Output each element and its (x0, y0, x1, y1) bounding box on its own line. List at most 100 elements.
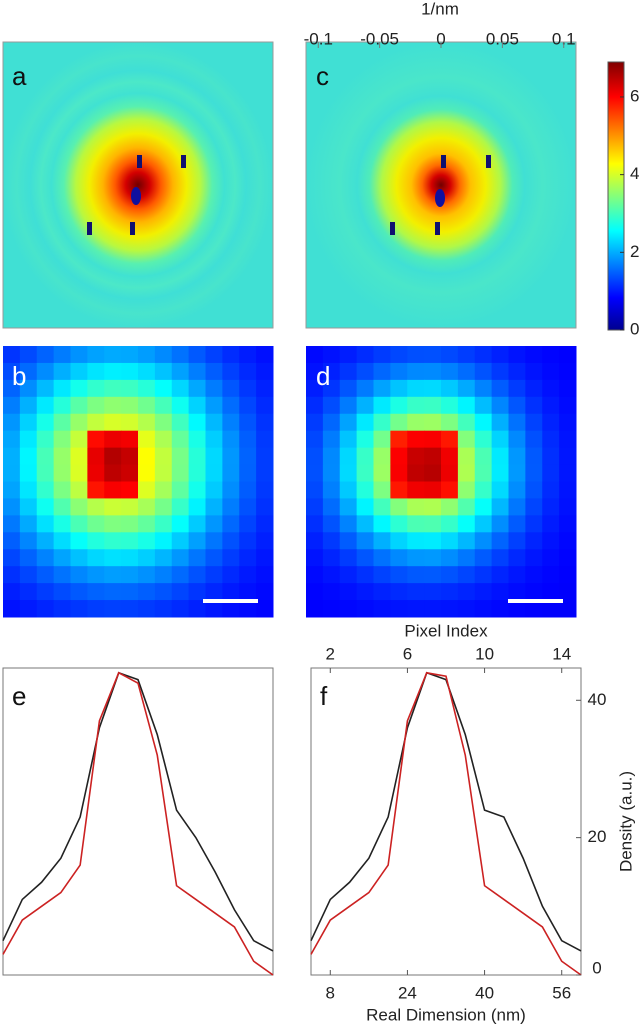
heatmap-pixel (306, 379, 324, 398)
heatmap-pixel (19, 362, 38, 381)
heatmap-pixel (154, 600, 173, 618)
heatmap-pixel (474, 447, 493, 466)
heatmap-pixel (104, 413, 122, 432)
heatmap-pixel (525, 532, 543, 550)
heatmap-pixel (373, 413, 391, 432)
heatmap-pixel (121, 430, 139, 449)
heatmap-pixel (322, 430, 341, 449)
heatmap-pixel (239, 346, 257, 364)
heatmap-pixel (205, 532, 223, 550)
heatmap-pixel (441, 481, 459, 499)
heatmap-pixel (188, 362, 206, 381)
heatmap-pixel (306, 532, 324, 550)
heatmap-pixel (104, 379, 122, 398)
heatmap-pixel (222, 481, 240, 499)
heatmap-pixel (19, 532, 38, 550)
heatmap-pixel (407, 346, 425, 364)
heatmap-pixel (356, 447, 374, 466)
heatmap-pixel (3, 515, 21, 533)
heatmap-pixel (3, 583, 21, 601)
heatmap-pixel (559, 464, 577, 482)
heatmap-pixel (441, 532, 459, 550)
heatmap-pixel (154, 481, 173, 499)
heatmap-pixel (87, 464, 105, 482)
heatmap-pixel (441, 396, 459, 415)
heatmap-pixel (19, 464, 38, 482)
heatmap-pixel (121, 362, 139, 381)
heatmap-pixel (205, 362, 223, 381)
heatmap-pixel (87, 430, 105, 449)
heatmap-pixel (559, 447, 577, 466)
heatmap-pixel (171, 396, 190, 415)
heatmap-pixel (3, 549, 21, 567)
heatmap-pixel (19, 498, 38, 516)
heatmap-pixel (559, 379, 577, 398)
colorbar-tick-label: 4 (630, 164, 639, 183)
heatmap-pixel (188, 346, 206, 364)
heatmap-pixel (3, 396, 21, 415)
heatmap-pixel (154, 413, 173, 432)
heatmap-pixel (154, 430, 173, 449)
heatmap-pixel (491, 566, 509, 584)
heatmap-pixel (154, 379, 173, 398)
heatmap-pixel (441, 600, 459, 618)
heatmap-pixel (339, 346, 358, 364)
heatmap-pixel (407, 413, 425, 432)
heatmap-pixel (491, 498, 509, 516)
heatmap-pixel (171, 379, 190, 398)
heatmap-pixel (306, 498, 324, 516)
heatmap-pixel (474, 346, 493, 364)
series-line (2, 671, 274, 976)
panel-label: e (12, 681, 26, 711)
heatmap-pixel (239, 515, 257, 533)
heatmap-pixel (390, 379, 408, 398)
heatmap-pixel (306, 362, 324, 381)
heatmap-pixel (154, 566, 173, 584)
panel-label: d (316, 361, 330, 391)
heatmap-pixel (19, 481, 38, 499)
heatmap-pixel (508, 600, 526, 618)
heatmap-pixel (322, 396, 341, 415)
heatmap-pixel (407, 498, 425, 516)
marker (441, 155, 446, 168)
heatmap-pixel (188, 515, 206, 533)
heatmap-pixel (3, 566, 21, 584)
heatmap-pixel (138, 379, 156, 398)
heatmap-pixel (322, 362, 341, 381)
x2-tick-label: 6 (403, 644, 412, 663)
heatmap-pixel (70, 413, 88, 432)
heatmap-pixel (239, 430, 257, 449)
heatmap-pixel (407, 379, 425, 398)
heatmap-pixel (222, 413, 240, 432)
heatmap-pixel (339, 396, 358, 415)
heatmap-pixel (424, 498, 442, 516)
heatmap-pixel (491, 583, 509, 601)
heatmap-pixel (373, 464, 391, 482)
heatmap-pixel (491, 447, 509, 466)
heatmap-pixel (239, 498, 257, 516)
heatmap-pixel (508, 447, 526, 466)
heatmap-pixel (154, 362, 173, 381)
heatmap-pixel (491, 346, 509, 364)
heatmap-pixel (53, 515, 71, 533)
heatmap-pixel (339, 549, 358, 567)
heatmap-pixel (474, 362, 493, 381)
heatmap-pixel (306, 515, 324, 533)
heatmap-pixel (36, 379, 55, 398)
heatmap-pixel (390, 549, 408, 567)
heatmap-pixel (424, 464, 442, 482)
heatmap-pixel (356, 396, 374, 415)
heatmap-pixel (390, 346, 408, 364)
heatmap-pixel (138, 481, 156, 499)
heatmap-pixel (339, 532, 358, 550)
heatmap-pixel (154, 396, 173, 415)
heatmap-pixel (407, 566, 425, 584)
heatmap-pixel (138, 430, 156, 449)
heatmap-pixel (339, 600, 358, 618)
heatmap-pixel (407, 583, 425, 601)
heatmap-pixel (407, 549, 425, 567)
heatmap-pixel (525, 430, 543, 449)
marker (130, 222, 135, 235)
heatmap-pixel (373, 481, 391, 499)
y2-tick-label: 0 (592, 958, 601, 977)
